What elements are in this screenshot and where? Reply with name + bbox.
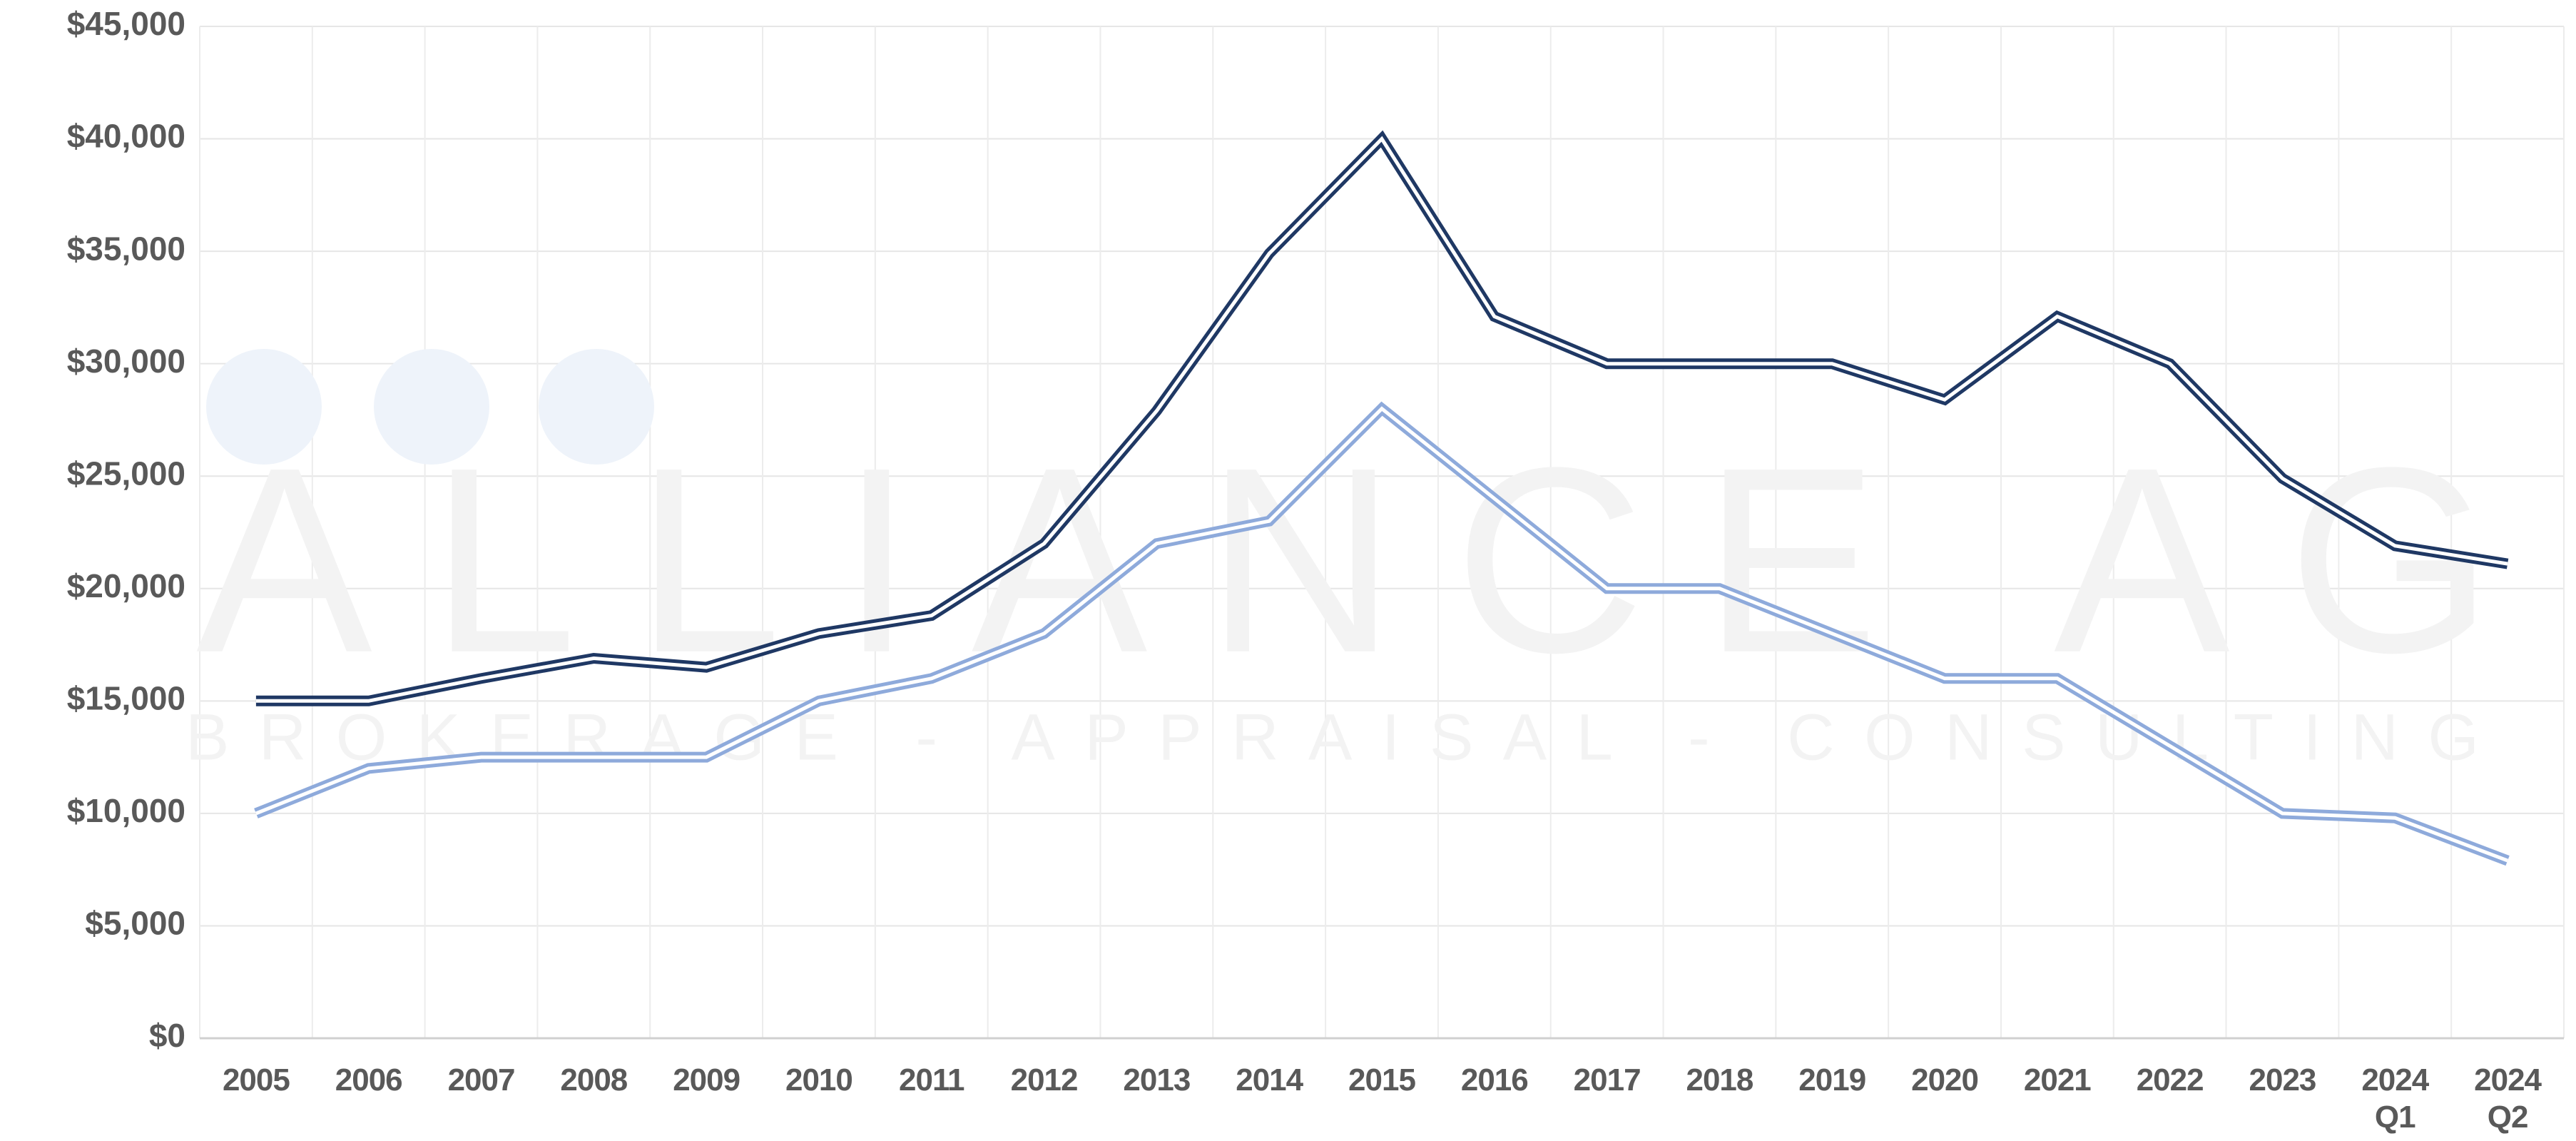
x-tick-label: 2020 — [1911, 1063, 1979, 1097]
x-tick-label: 2005 — [222, 1063, 290, 1097]
x-tick-label: 2011 — [899, 1063, 964, 1097]
y-tick-label: $5,000 — [85, 905, 185, 942]
y-tick-label: $45,000 — [67, 5, 185, 42]
y-tick-label: $35,000 — [67, 230, 185, 267]
x-tick-label: 2012 — [1010, 1063, 1079, 1097]
y-tick-label: $10,000 — [67, 792, 185, 829]
watermark-dot — [374, 349, 489, 465]
x-tick-label: 2018 — [1686, 1063, 1753, 1097]
y-tick-label: $25,000 — [67, 455, 185, 492]
y-tick-label: $20,000 — [67, 567, 185, 604]
y-tick-label: $15,000 — [67, 679, 185, 716]
x-tick-label: 2015 — [1348, 1063, 1416, 1097]
watermark-subtitle: BROKERAGE - APPRAISAL - CONSULTING — [185, 701, 2479, 774]
y-tick-label: $30,000 — [67, 343, 185, 380]
x-tick-label: 2013 — [1123, 1063, 1191, 1097]
x-tick-label: 2017 — [1573, 1063, 1641, 1097]
x-tick-label: 2008 — [560, 1063, 628, 1097]
watermark-dot — [539, 349, 654, 465]
watermark: ALLIANCE AG BROKERAGE - APPRAISAL - CONS… — [185, 349, 2493, 774]
x-tick-label: 2010 — [785, 1063, 853, 1097]
y-tick-label: $40,000 — [67, 118, 185, 155]
grid — [199, 26, 2565, 1039]
y-tick-label: $0 — [149, 1017, 185, 1054]
x-tick-label: 2009 — [673, 1063, 740, 1097]
watermark-dot — [206, 349, 322, 465]
x-tick-label: 2016 — [1460, 1063, 1529, 1097]
series-line-core — [255, 406, 2508, 863]
x-tick-label: 2021 — [2023, 1063, 2092, 1097]
x-tick-label: 2023 — [2249, 1063, 2317, 1097]
series-line-core — [255, 136, 2508, 703]
x-tick-label: 2007 — [447, 1063, 516, 1097]
x-tick-label: 2024 Q2 — [2474, 1063, 2542, 1135]
x-tick-label: 2019 — [1798, 1063, 1866, 1097]
x-tick-label: 2024 Q1 — [2361, 1063, 2429, 1135]
x-tick-label: 2006 — [335, 1063, 403, 1097]
x-tick-label: 2022 — [2136, 1063, 2204, 1097]
x-tick-label: 2014 — [1236, 1063, 1303, 1097]
